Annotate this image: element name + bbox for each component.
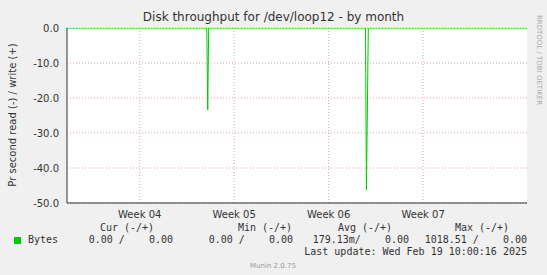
html-text:0.00 / 0.00: 0.00 / 0.00 [208, 234, 293, 245]
svg-text:-40.0: -40.0 [33, 163, 59, 174]
svg-text:-10.0: -10.0 [33, 58, 59, 69]
html-text:179.13m/ 0.00: 179.13m/ 0.00 [312, 234, 409, 245]
html-text:Last update: Wed Feb 19 10:00:: Last update: Wed Feb 19 10:00:16 2025 [304, 246, 527, 257]
svg-text:Week 06: Week 06 [307, 209, 350, 220]
html-text:Pr second read (-) / write (+): Pr second read (-) / write (+) [6, 43, 18, 187]
svg-text:Week 07: Week 07 [401, 209, 444, 220]
svg-text:-30.0: -30.0 [33, 128, 59, 139]
html-text:RRDTOOL / TOBI OETIKER: RRDTOOL / TOBI OETIKER [535, 14, 543, 106]
html-text:0.00 / 0.00: 0.00 / 0.00 [88, 234, 173, 245]
svg-text:Week 05: Week 05 [213, 209, 256, 220]
html-text:Avg (-/+): Avg (-/+) [337, 222, 393, 233]
html-text:Min (-/+): Min (-/+) [237, 222, 293, 233]
svg-text:-50.0: -50.0 [33, 198, 59, 209]
html-text:Max (-/+): Max (-/+) [454, 222, 510, 233]
html-text:Cur (-/+): Cur (-/+) [99, 222, 155, 233]
html-text:Disk throughput for /dev/loop1: Disk throughput for /dev/loop12 - by mon… [142, 10, 405, 24]
svg-text:-20.0: -20.0 [33, 93, 59, 104]
html-text:Bytes: Bytes [28, 234, 59, 245]
html-text:Munin 2.0.75: Munin 2.0.75 [250, 262, 296, 270]
svg-text:Week 04: Week 04 [118, 209, 161, 220]
html-text:1018.51 / 0.00: 1018.51 / 0.00 [424, 234, 527, 245]
svg-text:0.0: 0.0 [43, 23, 59, 34]
